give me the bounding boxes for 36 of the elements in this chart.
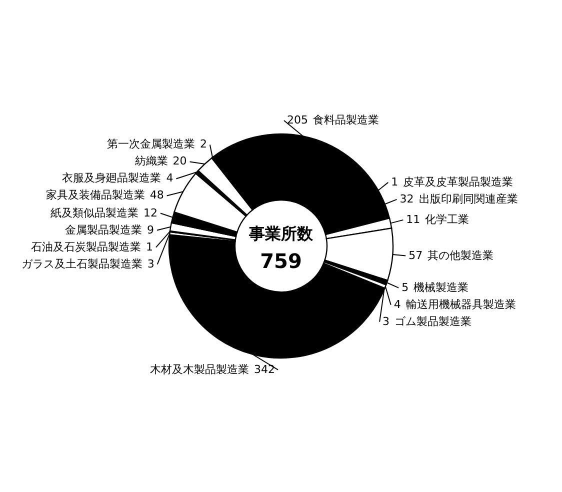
data-label: 57 <box>408 248 423 262</box>
slice-label: 出版印刷同関連産業 <box>418 192 518 206</box>
slice-label: 食料品製造業 <box>313 114 379 127</box>
slice-label: 紡織業 <box>134 154 168 168</box>
slice-label: ガラス及土石製品製造業 <box>21 257 142 270</box>
data-label: 11 <box>406 212 420 226</box>
slice-label: 金属製品製造業 <box>65 223 142 236</box>
data-label: 4 <box>394 298 401 311</box>
slice-label: 紙及類似品製造業 <box>50 206 138 220</box>
data-label: 3 <box>382 314 390 328</box>
slice-label: 其の他製造業 <box>428 248 494 262</box>
slice-label: 石油及石炭製品製造業 <box>31 240 142 254</box>
slice-label: 皮革及皮革製品製造業 <box>403 175 514 188</box>
data-label: 32 <box>400 192 414 206</box>
slice-label: 家具及装備品製造業 <box>46 188 145 202</box>
data-label: 205 <box>287 114 308 127</box>
text: 759 <box>260 249 302 273</box>
data-label: 1 <box>146 240 154 254</box>
slice-label: 輸送用機械器具製造業 <box>406 298 516 311</box>
data-label: 2 <box>200 138 207 151</box>
data-label: 3 <box>147 257 154 270</box>
data-label: 20 <box>172 154 187 168</box>
slice-label: 衣服及身廻品製造業 <box>62 172 162 185</box>
data-label: 1 <box>391 175 398 188</box>
slice-label: 化学工業 <box>425 212 470 226</box>
slice-label: 木材及木製品製造業 <box>150 362 249 376</box>
data-label: 5 <box>402 280 409 294</box>
data-label: 9 <box>147 223 154 236</box>
slice-label: 機械製造業 <box>414 280 469 294</box>
slice-label: ゴム製品製造業 <box>394 314 472 328</box>
data-label: 4 <box>166 172 174 185</box>
data-label: 342 <box>254 362 275 376</box>
data-label: 12 <box>143 206 158 220</box>
data-label: 48 <box>150 188 164 202</box>
text: 事業所数 <box>248 224 314 243</box>
slice-label: 第一次金属製造業 <box>106 138 195 151</box>
